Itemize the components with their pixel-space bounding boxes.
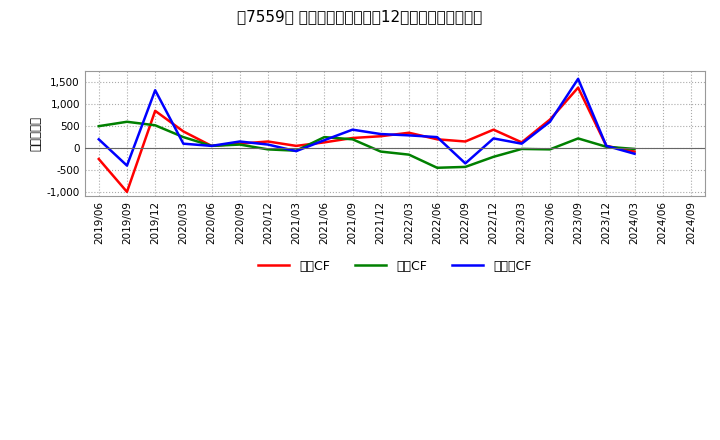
Y-axis label: （百万円）: （百万円） xyxy=(30,116,42,151)
フリーCF xyxy=(264,142,272,147)
営業CF xyxy=(264,139,272,144)
投資CF xyxy=(151,123,160,128)
営業CF xyxy=(518,140,526,145)
営業CF xyxy=(546,117,554,122)
Text: ［7559］ キャッシュフローの12か月移動合計の推移: ［7559］ キャッシュフローの12か月移動合計の推移 xyxy=(238,9,482,24)
営業CF xyxy=(122,189,131,194)
フリーCF xyxy=(630,151,639,156)
営業CF xyxy=(94,156,103,161)
フリーCF xyxy=(377,132,385,137)
営業CF xyxy=(461,139,469,144)
フリーCF xyxy=(461,161,469,166)
営業CF xyxy=(574,85,582,90)
投資CF xyxy=(207,143,216,149)
フリーCF xyxy=(518,141,526,147)
Legend: 営業CF, 投資CF, フリーCF: 営業CF, 投資CF, フリーCF xyxy=(253,255,537,278)
フリーCF xyxy=(574,76,582,81)
投資CF xyxy=(179,135,188,140)
営業CF xyxy=(405,130,413,136)
投資CF xyxy=(433,165,441,170)
営業CF xyxy=(630,149,639,154)
投資CF xyxy=(546,147,554,152)
営業CF xyxy=(179,129,188,134)
営業CF xyxy=(489,127,498,132)
投資CF xyxy=(405,152,413,157)
フリーCF xyxy=(94,137,103,142)
フリーCF xyxy=(348,127,357,132)
営業CF xyxy=(433,137,441,142)
フリーCF xyxy=(179,141,188,147)
投資CF xyxy=(461,164,469,169)
フリーCF xyxy=(602,143,611,149)
フリーCF xyxy=(546,119,554,125)
営業CF xyxy=(235,141,244,147)
営業CF xyxy=(602,143,611,149)
投資CF xyxy=(235,142,244,147)
フリーCF xyxy=(320,138,328,143)
営業CF xyxy=(348,136,357,141)
営業CF xyxy=(377,134,385,139)
投資CF xyxy=(292,148,300,153)
フリーCF xyxy=(122,163,131,168)
フリーCF xyxy=(207,143,216,149)
フリーCF xyxy=(489,136,498,141)
投資CF xyxy=(348,137,357,142)
投資CF xyxy=(122,119,131,125)
投資CF xyxy=(630,147,639,152)
投資CF xyxy=(574,136,582,141)
営業CF xyxy=(292,143,300,149)
投資CF xyxy=(320,135,328,140)
フリーCF xyxy=(151,88,160,93)
営業CF xyxy=(320,140,328,145)
フリーCF xyxy=(235,139,244,144)
フリーCF xyxy=(405,133,413,138)
Line: 営業CF: 営業CF xyxy=(99,88,634,192)
投資CF xyxy=(602,144,611,150)
フリーCF xyxy=(292,148,300,154)
営業CF xyxy=(207,143,216,149)
投資CF xyxy=(94,124,103,129)
投資CF xyxy=(377,149,385,154)
投資CF xyxy=(264,147,272,152)
営業CF xyxy=(151,108,160,114)
投資CF xyxy=(489,154,498,159)
Line: 投資CF: 投資CF xyxy=(99,122,634,168)
フリーCF xyxy=(433,135,441,140)
Line: フリーCF: フリーCF xyxy=(99,79,634,165)
投資CF xyxy=(518,147,526,152)
